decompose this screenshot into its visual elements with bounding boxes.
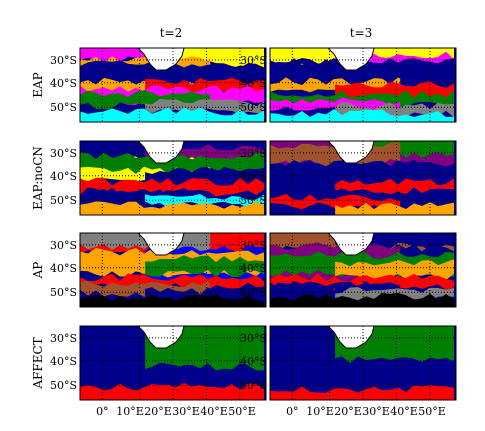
region-green <box>80 90 211 110</box>
lat-tick-label: 40°S <box>50 355 77 368</box>
lon-tick-label: 10°E <box>306 405 334 418</box>
column-title-t2: t=2 <box>160 26 183 40</box>
lon-tick-label: 30°E <box>362 405 390 418</box>
map-panel-affect-t2 <box>79 325 267 401</box>
map-panel-eap-t3 <box>269 47 457 123</box>
region-navy <box>270 187 454 203</box>
africa-landmass <box>327 326 375 349</box>
lon-tick-label: 50°E <box>228 405 256 418</box>
map-panel-eap-nocn-t3 <box>269 140 457 216</box>
africa-landmass <box>137 326 185 349</box>
lat-tick-label: 30°S <box>50 332 77 345</box>
lat-tick-label: 50°S <box>240 379 267 392</box>
panel-frame <box>79 232 267 308</box>
region-navy <box>270 359 401 392</box>
region-cyan <box>80 107 264 122</box>
africa-landmass <box>137 233 185 256</box>
lon-tick-label: 20°E <box>144 405 172 418</box>
region-navy <box>270 58 454 86</box>
panel-frame <box>269 47 457 123</box>
africa-landmass <box>327 141 375 164</box>
region-gray <box>145 98 264 116</box>
row-label-ap: AP <box>31 262 45 280</box>
lat-tick-label: 40°S <box>50 77 77 90</box>
row-labels: EAP EAP:noCN AP AFFECT <box>31 72 45 389</box>
region-cyan <box>270 109 454 122</box>
region-navy <box>80 362 211 391</box>
lat-tick-label: 30°S <box>240 147 267 160</box>
map-panel-ap-t3 <box>269 232 457 308</box>
row-label-eap-nocn: EAP:noCN <box>31 146 45 210</box>
lat-tick-label: 40°S <box>240 355 267 368</box>
lat-tick-label: 50°S <box>50 194 77 207</box>
row-label-affect: AFFECT <box>31 337 45 389</box>
map-panel-eap-t2 <box>79 47 267 123</box>
lat-tick-label: 30°S <box>240 54 267 67</box>
map-panel-affect-t3 <box>269 325 457 401</box>
lon-tick-label: 10°E <box>116 405 144 418</box>
lat-tick-label: 50°S <box>240 101 267 114</box>
region-green <box>80 152 264 175</box>
lat-tick-label: 30°S <box>240 332 267 345</box>
lon-tick-label: 30°E <box>172 405 200 418</box>
lat-tick-label: 40°S <box>240 170 267 183</box>
lon-tick-label: 0° <box>96 405 109 418</box>
lat-tick-label: 50°S <box>240 194 267 207</box>
map-panels <box>79 47 457 401</box>
lat-tick-label: 30°S <box>50 54 77 67</box>
lon-tick-label: 0° <box>286 405 299 418</box>
lon-tick-label: 40°E <box>200 405 228 418</box>
region-navy <box>80 60 264 86</box>
lat-tick-label: 50°S <box>240 286 267 299</box>
row-label-eap: EAP <box>31 72 45 98</box>
panel-frame <box>79 47 267 123</box>
lat-tick-label: 30°S <box>50 239 77 252</box>
panel-frame <box>269 325 457 401</box>
lat-tick-label: 30°S <box>50 147 77 160</box>
map-panel-eap-nocn-t2 <box>79 140 267 216</box>
lon-tick-label: 20°E <box>334 405 362 418</box>
africa-landmass <box>137 48 185 71</box>
region-green <box>270 90 454 110</box>
column-titles: t=2 t=3 <box>160 26 373 40</box>
map-panel-ap-t2 <box>79 232 267 308</box>
lon-tick-label: 40°E <box>390 405 418 418</box>
region-navy <box>145 287 264 303</box>
panel-frame <box>269 140 457 216</box>
region-red <box>270 273 454 291</box>
region-orange <box>80 201 264 215</box>
lat-tick-label: 40°S <box>240 262 267 275</box>
panel-frame <box>269 232 457 308</box>
africa-landmass <box>327 233 375 256</box>
lat-tick-label: 50°S <box>50 379 77 392</box>
lat-tick-label: 40°S <box>50 170 77 183</box>
region-green <box>145 255 264 278</box>
region-orange <box>335 202 454 215</box>
column-title-t3: t=3 <box>350 26 373 40</box>
lat-tick-label: 50°S <box>50 101 77 114</box>
region-black <box>80 294 264 307</box>
region-red <box>80 382 264 400</box>
lat-tick-label: 40°S <box>50 262 77 275</box>
lat-tick-label: 30°S <box>240 239 267 252</box>
region-red <box>270 385 454 400</box>
panel-frame <box>79 140 267 216</box>
region-red <box>80 177 264 197</box>
lat-tick-label: 50°S <box>50 286 77 299</box>
africa-landmass <box>137 141 185 164</box>
region-black <box>270 292 454 307</box>
lat-tick-label: 40°S <box>240 77 267 90</box>
axis-ticks: 30°S 30°S 40°S 40°S 50°S 50°S 30°S 30°S 40°S 40°S… <box>50 54 446 418</box>
africa-landmass <box>327 48 375 71</box>
panel-frame <box>79 325 267 401</box>
lon-tick-label: 50°E <box>418 405 446 418</box>
